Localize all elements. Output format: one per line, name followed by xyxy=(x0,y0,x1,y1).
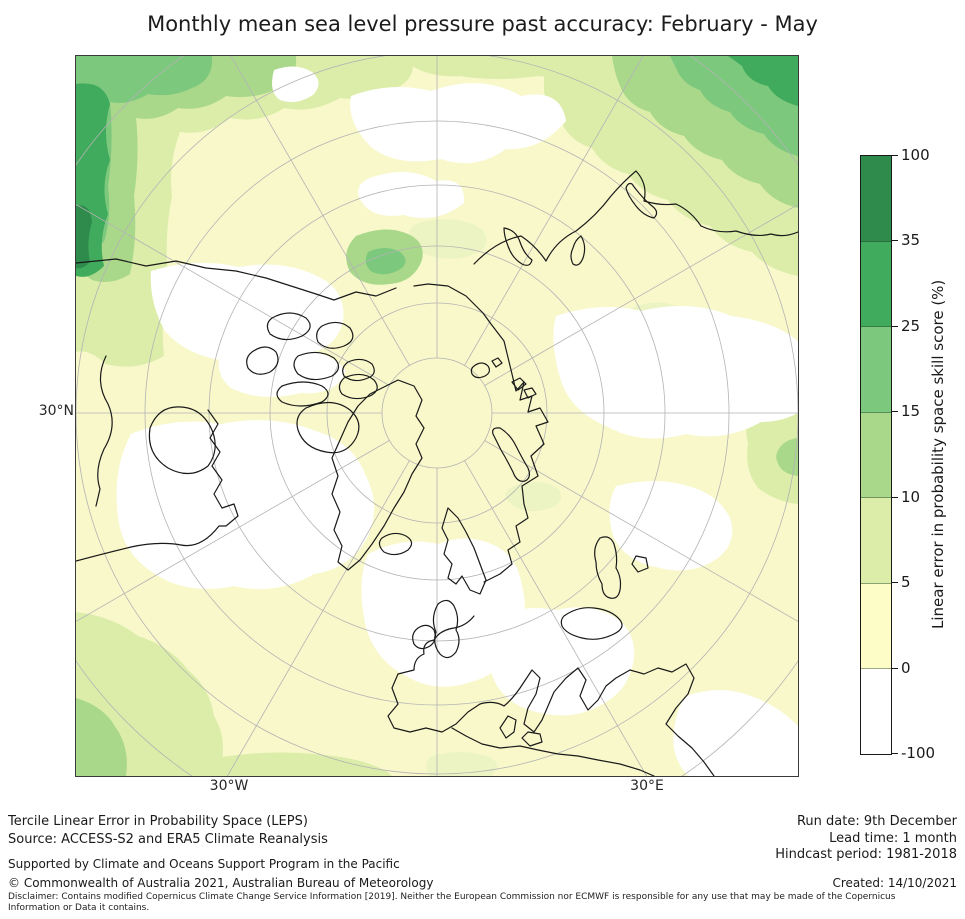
footer-created-date: Created: 14/10/2021 xyxy=(832,876,957,890)
no-skill-white-patches xyxy=(116,66,798,776)
island-arctic-5 xyxy=(276,381,329,407)
island-svalbard xyxy=(470,357,503,379)
colorbar-tick xyxy=(892,411,898,412)
lat-label-30n: 30°N xyxy=(38,403,74,419)
island-corsica xyxy=(499,715,517,739)
coast-north-africa xyxy=(451,727,655,776)
colorbar-segment xyxy=(861,583,891,670)
islands-severnaya xyxy=(511,377,537,399)
lon-label-30e: 30°E xyxy=(630,778,664,794)
island-banks xyxy=(246,346,279,375)
coast-alaska-north xyxy=(76,258,397,301)
colorbar-tick xyxy=(892,240,898,241)
colorbar-segment xyxy=(861,327,891,413)
coast-kamchatka xyxy=(503,227,533,266)
colorbar-tick-label: 15 xyxy=(901,402,921,420)
colorbar-tick xyxy=(892,582,898,583)
colorbar xyxy=(860,155,892,755)
coast-eurasia-arctic xyxy=(413,283,549,505)
colorbar-tick xyxy=(892,668,898,669)
skill-greens-topright xyxy=(544,56,798,276)
colorbar-tick xyxy=(892,326,898,327)
footer-lead-time: Lead time: 1 month xyxy=(829,831,957,846)
coastlines xyxy=(76,170,798,776)
coast-alaska-west xyxy=(95,355,113,507)
colorbar-segment xyxy=(861,412,891,499)
island-novaya-zemlya xyxy=(492,427,531,482)
coast-na-east xyxy=(76,409,239,562)
colorbar-tick-label: 25 xyxy=(901,317,921,335)
figure-title: Monthly mean sea level pressure past acc… xyxy=(147,12,818,36)
island-iceland xyxy=(378,532,413,556)
colorbar-tick-label: 10 xyxy=(901,488,921,506)
footer-supported-by: Supported by Climate and Oceans Support … xyxy=(8,857,400,871)
island-sicily xyxy=(521,731,543,747)
sea-aral xyxy=(631,555,649,573)
colorbar-tick-label: 5 xyxy=(901,573,911,591)
map-svg xyxy=(76,56,798,776)
island-arctic-2 xyxy=(316,321,354,349)
graticule xyxy=(76,56,798,776)
lon-label-30w: 30°W xyxy=(209,778,249,794)
footer-copyright: © Commonwealth of Australia 2021, Austra… xyxy=(8,876,434,890)
colorbar-tick-label: -100 xyxy=(901,744,936,762)
island-ireland xyxy=(412,624,436,650)
colorbar-tick xyxy=(892,753,898,754)
island-baffin xyxy=(296,401,360,454)
footer-product-name: Tercile Linear Error in Probability Spac… xyxy=(8,814,308,829)
island-arctic-3 xyxy=(293,351,340,381)
coast-karelia xyxy=(483,503,529,583)
colorbar-segment xyxy=(861,241,891,328)
island-arctic-4 xyxy=(342,358,375,382)
colorbar-tick-label: 0 xyxy=(901,659,911,677)
colorbar-segment xyxy=(861,669,891,755)
colorbar-tick xyxy=(892,497,898,498)
coast-sakhalin xyxy=(570,235,586,266)
colorbar-axis-label: Linear error in probability space skill … xyxy=(929,279,947,629)
island-ellesmere xyxy=(338,373,378,400)
colorbar-segment xyxy=(861,498,891,584)
coast-europe-med xyxy=(387,615,715,776)
coast-fareast-japan xyxy=(473,170,798,265)
footer-hindcast-period: Hindcast period: 1981-2018 xyxy=(775,847,957,862)
sea-black xyxy=(560,607,623,640)
footer-disclaimer: Disclaimer: Contains modified Copernicus… xyxy=(8,892,896,913)
colorbar-tick xyxy=(892,155,898,156)
coast-hudson-bay xyxy=(148,406,216,475)
footer-run-date: Run date: 9th December xyxy=(796,814,957,829)
coast-japan-arc xyxy=(625,182,658,219)
colorbar-tick-label: 35 xyxy=(901,231,921,249)
sea-caspian xyxy=(594,536,622,599)
coast-scandinavia xyxy=(441,507,487,595)
polar-map xyxy=(75,55,799,777)
coast-greenland xyxy=(331,379,425,571)
island-arctic-1 xyxy=(266,312,311,341)
colorbar-tick-label: 100 xyxy=(901,146,930,164)
footer-source: Source: ACCESS-S2 and ERA5 Climate Reana… xyxy=(8,832,328,847)
colorbar-segment xyxy=(861,156,891,242)
island-britain xyxy=(432,599,460,659)
